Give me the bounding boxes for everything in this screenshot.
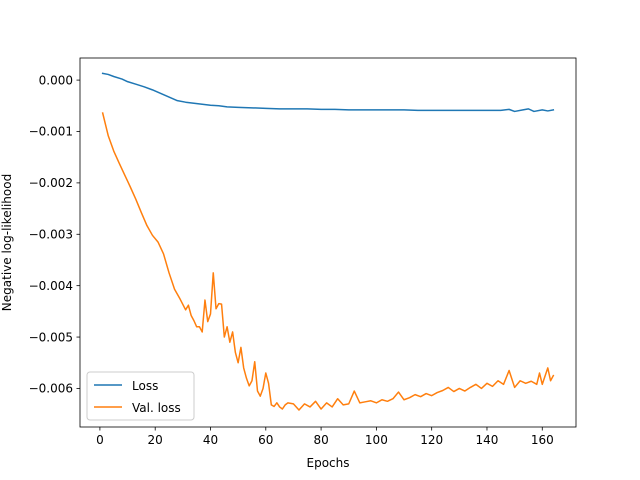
- legend-label-loss: Loss: [132, 379, 158, 393]
- x-tick-label: 160: [531, 433, 554, 447]
- y-tick-label: 0.000: [39, 73, 73, 87]
- x-tick-label: 0: [96, 433, 104, 447]
- y-tick-label: −0.001: [29, 125, 73, 139]
- y-axis: 0.000 −0.001 −0.002 −0.003 −0.004 −0.005 −0.00…: [29, 73, 80, 396]
- x-tick-label: 80: [313, 433, 328, 447]
- x-tick-label: 120: [420, 433, 443, 447]
- x-axis: 0 20 40 60 80 100 120 140 160: [96, 427, 554, 447]
- x-tick-label: 100: [365, 433, 388, 447]
- series-line-loss: [101, 72, 555, 113]
- y-tick-label: −0.004: [29, 279, 73, 293]
- legend: Loss Val. loss: [86, 371, 195, 421]
- legend-label-val-loss: Val. loss: [132, 401, 181, 415]
- y-tick-label: −0.003: [29, 227, 73, 241]
- y-axis-label: Negative log-likelihood: [0, 174, 14, 311]
- x-tick-label: 20: [148, 433, 163, 447]
- legend-box: [86, 371, 195, 421]
- y-tick-label: −0.005: [29, 330, 73, 344]
- series-layer: [101, 72, 555, 411]
- plot-frame: [79, 57, 577, 428]
- x-tick-label: 40: [203, 433, 218, 447]
- series-line-val-loss: [101, 112, 555, 411]
- x-tick-label: 60: [258, 433, 273, 447]
- y-tick-label: −0.006: [29, 382, 73, 396]
- x-axis-label: Epochs: [307, 456, 350, 470]
- y-tick-label: −0.002: [29, 176, 73, 190]
- x-tick-label: 140: [476, 433, 499, 447]
